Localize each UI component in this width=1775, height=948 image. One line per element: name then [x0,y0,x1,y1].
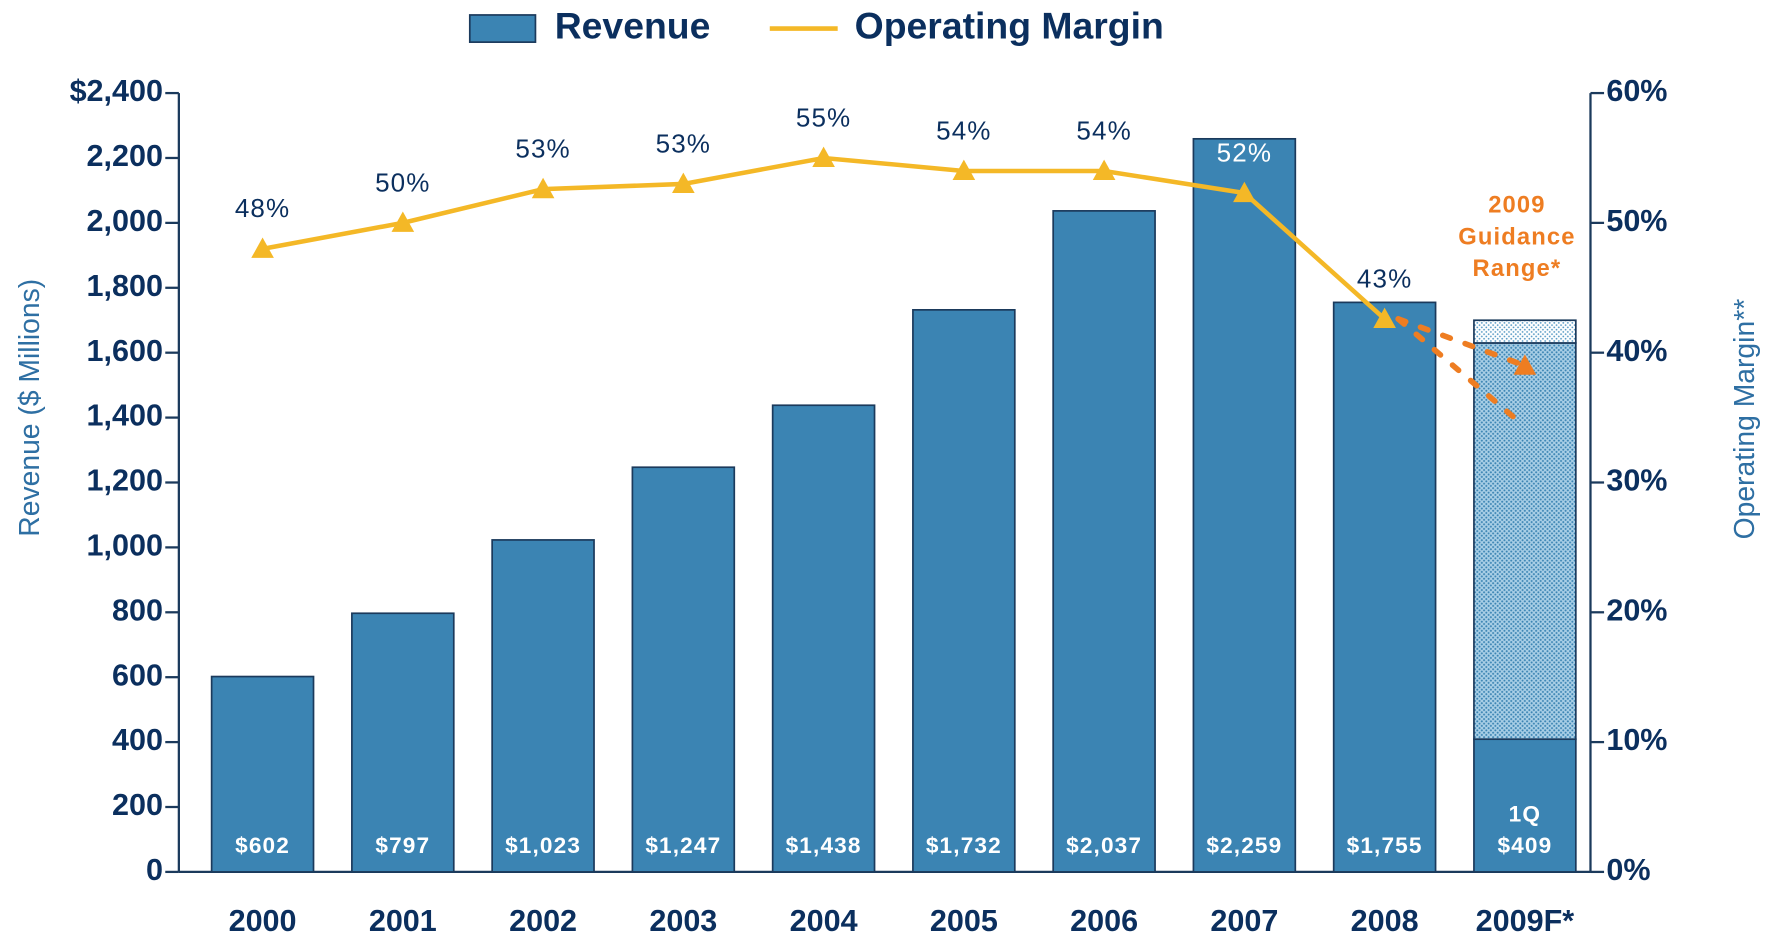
y-tick-label: 400 [112,723,163,757]
y2-axis-title: Operating Margin** [1728,299,1760,540]
y-tick-label: 800 [112,593,163,627]
forecast-segment [1473,342,1577,741]
bar [1192,137,1297,873]
bar [1052,210,1156,873]
guidance-label: Range* [1473,255,1562,282]
bar-value-label: $1,438 [786,833,862,858]
margin-label: 50% [375,167,430,197]
guidance-line [1395,316,1528,430]
y2-tick-label: 10% [1606,723,1667,757]
quarter-label: 1Q [1509,801,1541,826]
bar-value-label: $2,259 [1206,833,1282,858]
bar-value-label: $409 [1497,833,1552,858]
y2-tick-label: 20% [1606,593,1667,627]
margin-label: 54% [1076,115,1131,145]
bar [210,675,315,873]
bar [1332,301,1437,873]
forecast-segment [1473,319,1577,344]
guidance-line [1395,316,1528,369]
margin-label: 54% [936,115,991,145]
y2-tick-label: 50% [1606,204,1667,238]
x-tick-label: 2005 [930,904,998,938]
bar [912,309,1016,873]
margin-label: 52% [1217,137,1272,167]
margin-marker [251,237,274,258]
x-tick-label: 2004 [790,904,858,938]
bar-value-label: $1,755 [1347,833,1423,858]
legend-label: Operating Margin [855,4,1164,46]
bar-value-label: $602 [235,833,290,858]
margin-marker [812,146,835,168]
legend-label: Revenue [555,4,711,46]
bar [771,404,876,873]
bar-value-label: $1,732 [926,833,1002,858]
guidance-label: Guidance [1458,223,1575,250]
y-tick-label: 2,000 [87,204,163,238]
y-tick-label: 1,200 [87,464,163,498]
guidance-marker [1513,354,1537,375]
margin-marker [391,211,415,232]
margin-marker [952,159,976,181]
guidance-label: 2009 [1488,192,1545,219]
y2-tick-label: 60% [1606,74,1667,108]
y-tick-label: 1,400 [87,399,163,433]
x-tick-label: 2002 [509,904,577,938]
x-tick-label: 2003 [649,904,717,938]
margin-label: 43% [1357,263,1412,293]
y-tick-label: 200 [112,788,163,822]
bar-value-label: $1,023 [505,833,581,858]
bar [351,612,455,873]
margin-label: 53% [515,134,570,164]
bar-value-label: $2,037 [1066,833,1142,858]
y-axis-title: Revenue ($ Millions) [13,279,45,537]
bar-value-label: $797 [375,833,430,858]
y2-tick-label: 40% [1606,334,1667,368]
y-tick-label: 0 [146,853,163,887]
margin-label: 53% [656,128,711,158]
x-tick-label: 2000 [229,904,297,938]
legend-swatch [468,14,537,43]
x-tick-label: 2009F* [1476,904,1575,938]
x-tick-label: 2008 [1351,904,1419,938]
y-tick-label: $2,400 [70,74,163,108]
margin-marker [1092,159,1116,181]
margin-marker [672,172,695,193]
x-tick-label: 2007 [1210,904,1278,938]
bar [631,466,736,873]
margin-marker [531,177,555,199]
margin-label: 55% [796,102,851,132]
y-tick-label: 1,000 [87,528,163,562]
y-tick-label: 2,200 [87,139,163,173]
bar [1473,738,1577,873]
margin-marker [1233,181,1256,203]
y2-tick-label: 0% [1606,853,1650,887]
bar-value-label: $1,247 [645,833,721,858]
y-tick-label: 1,800 [87,269,163,303]
y-tick-label: 1,600 [87,334,163,368]
x-tick-label: 2001 [369,904,437,938]
margin-label: 48% [235,193,290,223]
y2-tick-label: 30% [1606,464,1667,498]
bar [491,539,595,873]
margin-marker [1373,307,1396,328]
y-tick-label: 600 [112,658,163,692]
x-tick-label: 2006 [1070,904,1138,938]
